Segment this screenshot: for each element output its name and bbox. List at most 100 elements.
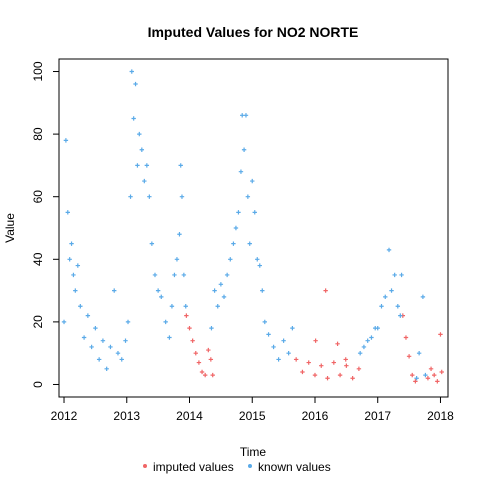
data-point [81, 335, 87, 340]
data-point [406, 354, 412, 359]
data-point [218, 282, 224, 287]
data-point [67, 257, 72, 262]
data-point [61, 319, 67, 325]
data-point [344, 363, 349, 368]
data-point [129, 69, 134, 74]
data-point [137, 131, 142, 137]
data-point [78, 304, 83, 309]
data-point [243, 113, 249, 118]
data-point [224, 272, 230, 278]
data-point [356, 366, 362, 372]
data-point [112, 288, 117, 293]
data-point [133, 81, 138, 87]
data-point [178, 163, 183, 168]
data-point [271, 344, 276, 350]
data-point [104, 366, 109, 372]
data-point [96, 357, 102, 362]
data-point [75, 263, 81, 268]
data-point [383, 294, 388, 300]
data-point [323, 288, 328, 293]
data-point [428, 366, 434, 372]
data-point [212, 288, 217, 293]
data-point [420, 294, 426, 300]
chart-title: Imputed Values for NO2 NORTE [148, 24, 359, 40]
data-point [357, 350, 363, 356]
data-point [281, 338, 286, 343]
y-tick-label: 80 [31, 127, 45, 141]
series-1 [184, 288, 444, 384]
data-point [238, 169, 244, 174]
data-point [209, 325, 214, 331]
legend-label: imputed values [153, 460, 234, 474]
data-point [286, 350, 291, 356]
data-point [167, 335, 172, 340]
y-tick-label: 40 [31, 252, 45, 266]
data-point [233, 225, 239, 231]
data-point [439, 369, 444, 375]
data-point [276, 357, 281, 362]
data-point [343, 357, 348, 362]
data-point [423, 372, 428, 378]
data-point [93, 325, 98, 331]
y-tick-label: 20 [31, 315, 45, 329]
data-point [255, 257, 260, 262]
data-point [149, 241, 155, 246]
data-point [131, 116, 136, 121]
data-point [139, 147, 145, 152]
data-point [125, 319, 131, 325]
data-point [63, 138, 69, 143]
data-point [159, 294, 164, 300]
data-point [369, 335, 374, 340]
data-point [379, 304, 384, 309]
legend-marker [143, 464, 147, 468]
data-point [252, 210, 257, 215]
data-point [123, 338, 128, 343]
x-axis-label: Time [240, 445, 267, 459]
data-point [187, 325, 192, 331]
data-point [365, 338, 370, 343]
x-tick-label: 2018 [427, 409, 454, 423]
data-point [350, 376, 355, 381]
data-point [413, 379, 418, 384]
data-point [245, 194, 251, 199]
data-point [435, 379, 440, 384]
data-point [69, 241, 74, 246]
data-point [184, 313, 189, 318]
x-axis: 2012 2013 2014 2015 2016 2017 2018 [51, 396, 454, 423]
data-point [215, 304, 220, 309]
data-point [266, 332, 271, 337]
data-point [206, 347, 211, 353]
data-point [300, 369, 305, 375]
data-point [142, 178, 147, 184]
y-axis-label: Value [3, 213, 17, 243]
data-point [425, 376, 431, 381]
data-point [179, 194, 185, 199]
data-point [119, 357, 124, 362]
data-point [144, 163, 150, 168]
data-point [65, 210, 70, 215]
data-point [73, 288, 78, 293]
data-point [410, 372, 415, 378]
x-tick-label: 2013 [113, 409, 140, 423]
series-2 [61, 69, 428, 381]
data-point [319, 363, 324, 368]
data-point [172, 272, 177, 278]
data-point [228, 257, 233, 262]
data-point [169, 304, 175, 309]
data-point [155, 288, 161, 293]
data-point [208, 357, 214, 362]
data-point [392, 272, 397, 278]
data-point [231, 241, 236, 246]
data-point [399, 272, 404, 278]
legend-label: known values [258, 460, 331, 474]
x-tick-label: 2017 [364, 409, 391, 423]
data-point [181, 272, 187, 278]
y-tick-label: 0 [31, 381, 45, 388]
data-point [395, 304, 401, 309]
data-point [290, 325, 295, 331]
x-tick-label: 2016 [302, 409, 329, 423]
data-point [183, 304, 188, 309]
legend-marker [248, 464, 252, 468]
